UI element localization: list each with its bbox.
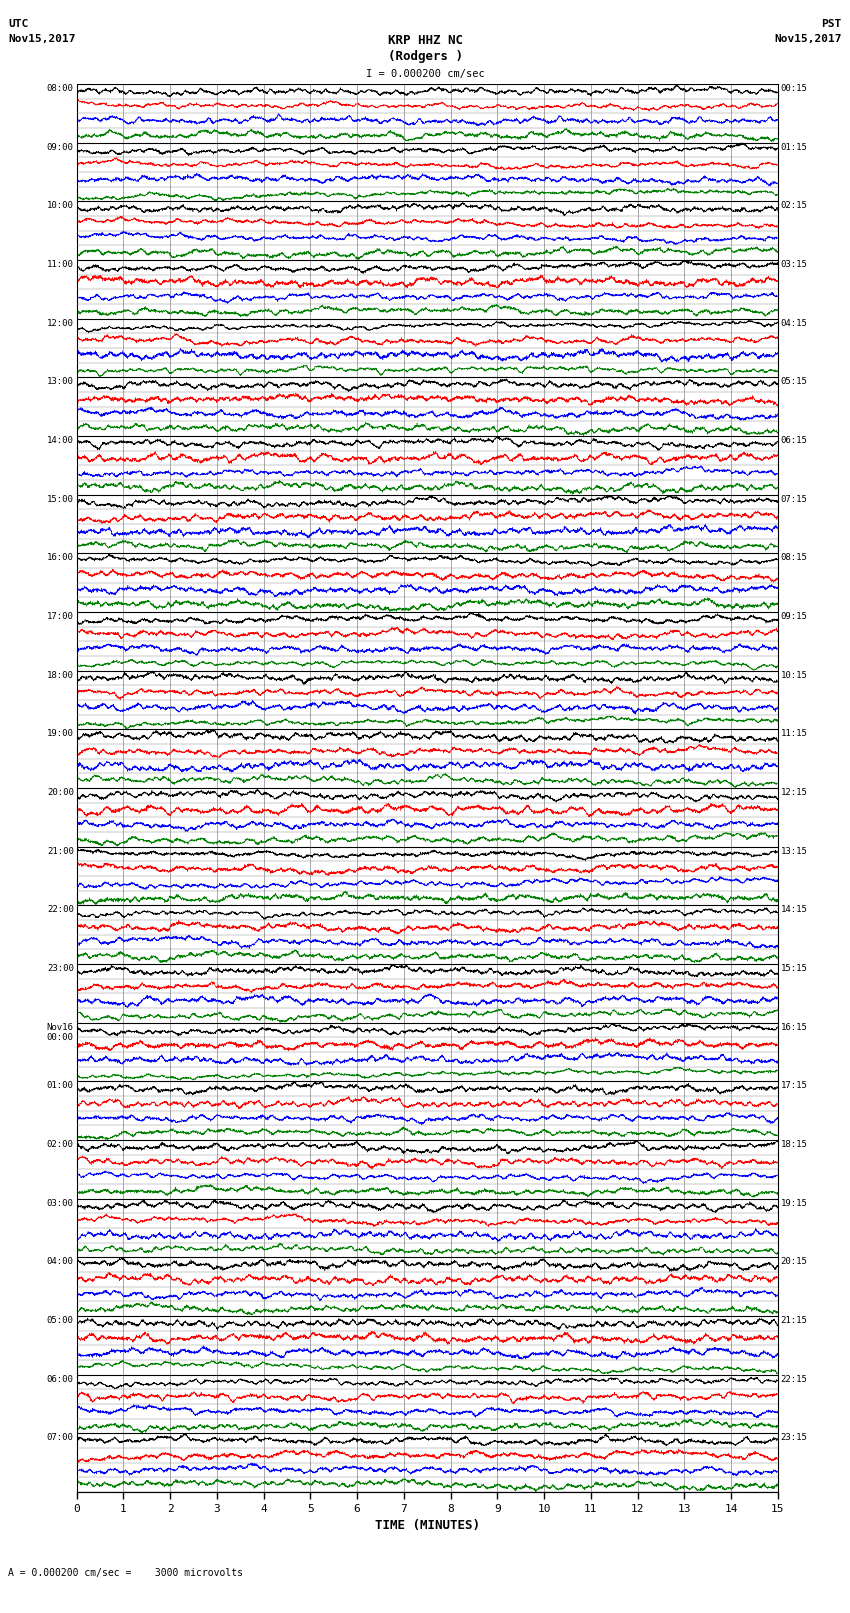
Text: A = 0.000200 cm/sec =    3000 microvolts: A = 0.000200 cm/sec = 3000 microvolts xyxy=(8,1568,243,1578)
Text: UTC: UTC xyxy=(8,19,29,29)
Text: (Rodgers ): (Rodgers ) xyxy=(388,50,462,63)
X-axis label: TIME (MINUTES): TIME (MINUTES) xyxy=(375,1519,479,1532)
Text: Nov15,2017: Nov15,2017 xyxy=(8,34,76,44)
Text: PST: PST xyxy=(821,19,842,29)
Text: I = 0.000200 cm/sec: I = 0.000200 cm/sec xyxy=(366,69,484,79)
Text: KRP HHZ NC: KRP HHZ NC xyxy=(388,34,462,47)
Text: Nov15,2017: Nov15,2017 xyxy=(774,34,842,44)
